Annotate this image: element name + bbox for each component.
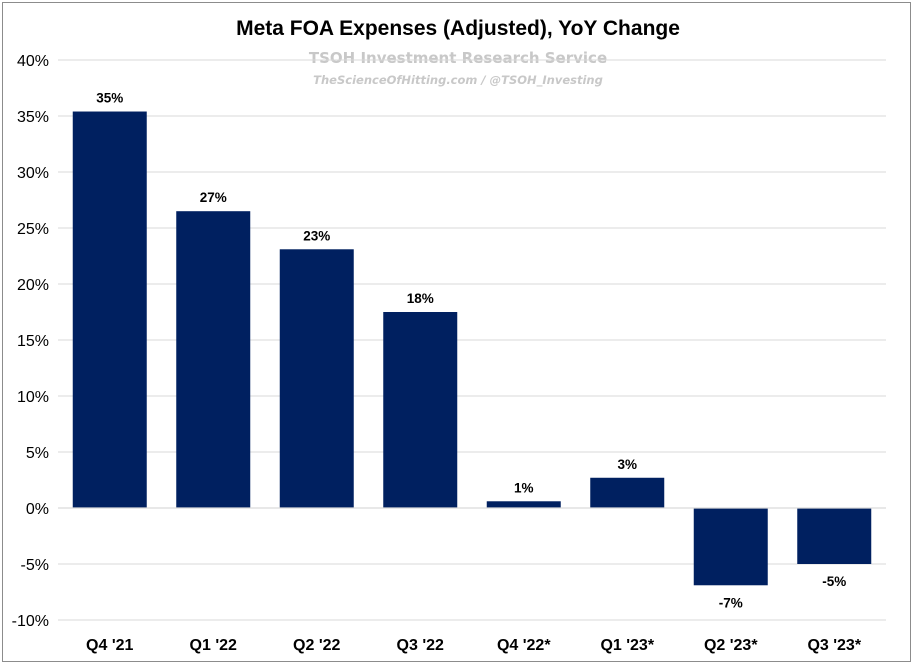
chart-subtitle: TSOH Investment Research Service bbox=[309, 49, 607, 67]
y-tick-label: 25% bbox=[17, 221, 49, 238]
y-axis-ticks: 40% 35% 30% 25% 20% 15% 10% 5% 0% -5% -10% bbox=[12, 53, 49, 630]
x-tick-label: Q1 '23* bbox=[600, 637, 654, 654]
data-label: 18% bbox=[407, 291, 434, 306]
bar bbox=[279, 249, 354, 508]
bar bbox=[590, 477, 665, 508]
bar bbox=[486, 501, 561, 508]
x-tick-label: Q2 '22 bbox=[293, 637, 340, 654]
chart-title: Meta FOA Expenses (Adjusted), YoY Change bbox=[236, 17, 680, 40]
y-tick-label: 15% bbox=[17, 333, 49, 350]
x-tick-label: Q3 '23* bbox=[807, 637, 861, 654]
y-tick-label: 30% bbox=[17, 165, 49, 182]
bars bbox=[72, 111, 872, 586]
x-tick-label: Q2 '23* bbox=[704, 637, 758, 654]
y-tick-label: -5% bbox=[21, 557, 49, 574]
x-tick-label: Q3 '22 bbox=[397, 637, 444, 654]
y-tick-label: 5% bbox=[26, 445, 49, 462]
y-tick-label: 20% bbox=[17, 277, 49, 294]
data-label: -5% bbox=[822, 574, 846, 589]
x-tick-label: Q4 '21 bbox=[86, 637, 133, 654]
data-label: 1% bbox=[514, 480, 534, 495]
bar bbox=[72, 111, 147, 509]
x-axis-ticks: Q4 '21 Q1 '22 Q2 '22 Q3 '22 Q4 '22* Q1 '23* Q2… bbox=[86, 637, 862, 654]
y-tick-label: 35% bbox=[17, 109, 49, 126]
y-tick-label: 10% bbox=[17, 389, 49, 406]
bar-chart: Meta FOA Expenses (Adjusted), YoY Change… bbox=[12, 17, 886, 654]
y-tick-label: 0% bbox=[26, 501, 49, 518]
data-label: 23% bbox=[303, 228, 330, 243]
data-label: 27% bbox=[200, 190, 227, 205]
data-label: 3% bbox=[617, 457, 637, 472]
bar bbox=[383, 312, 458, 508]
x-tick-label: Q4 '22* bbox=[497, 637, 551, 654]
data-label: -7% bbox=[719, 595, 743, 610]
bar bbox=[176, 211, 251, 508]
y-tick-label: -10% bbox=[12, 613, 49, 630]
y-tick-label: 40% bbox=[17, 53, 49, 70]
data-label: 35% bbox=[96, 91, 123, 106]
chart-source: TheScienceOfHitting.com / @TSOH_Investin… bbox=[313, 73, 603, 88]
data-labels: 35% 27% 23% 18% 1% 3% -7% -5% bbox=[96, 91, 846, 611]
bar bbox=[693, 508, 768, 586]
x-tick-label: Q1 '22 bbox=[190, 637, 237, 654]
bar bbox=[797, 508, 872, 564]
